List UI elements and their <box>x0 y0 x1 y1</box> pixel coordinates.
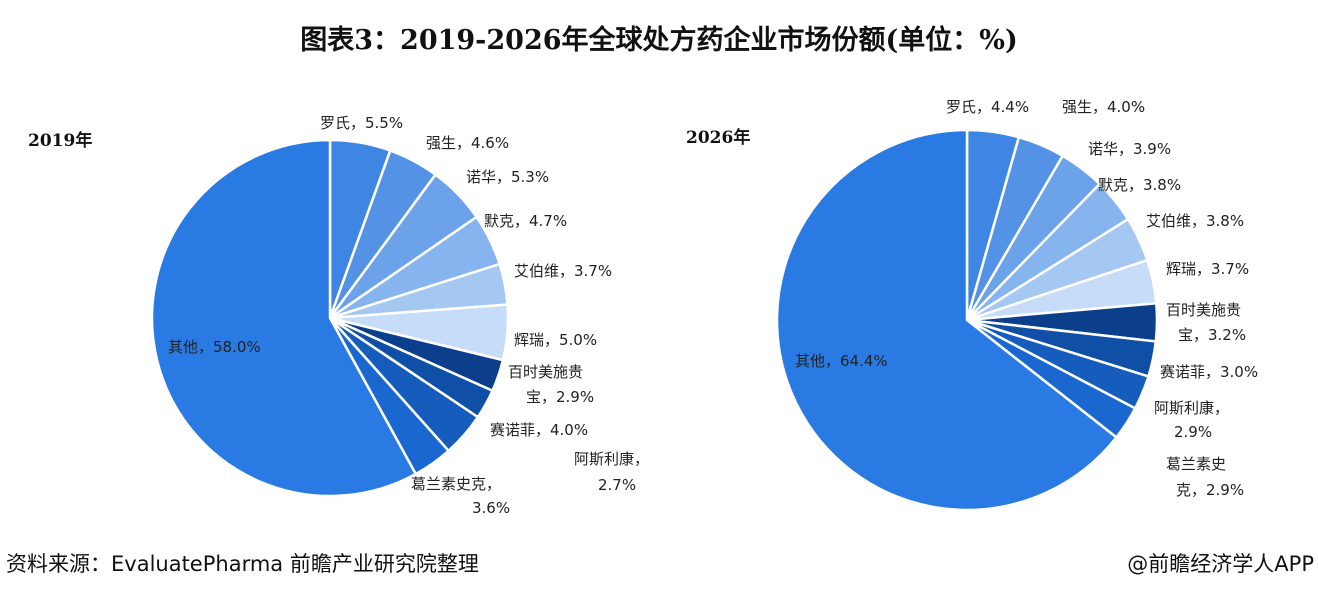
chart-title: 图表3：2019-2026年全球处方药企业市场份额(单位：%) <box>300 25 1018 56</box>
slice-label-赛诺菲: 赛诺菲，3.0% <box>1160 363 1258 381</box>
pie-slice-其他 <box>775 128 1119 512</box>
slice-label-阿斯利康: 2.9% <box>1174 423 1212 441</box>
slice-label-罗氏: 罗氏，5.5% <box>320 114 403 132</box>
source-note: 资料来源：EvaluatePharma 前瞻产业研究院整理 <box>6 552 479 576</box>
slice-label-强生: 强生，4.6% <box>426 134 509 152</box>
slice-label-百时美施贵宝: 百时美施贵 <box>508 363 583 381</box>
slice-label-辉瑞: 辉瑞，3.7% <box>1166 260 1249 278</box>
slice-label-葛兰素史克: 3.6% <box>472 499 510 517</box>
credit-note: @前瞻经济学人APP <box>1127 552 1314 576</box>
slice-label-百时美施贵宝: 百时美施贵 <box>1166 301 1241 319</box>
slice-label-葛兰素史克: 克，2.9% <box>1176 481 1244 499</box>
slice-label-强生: 强生，4.0% <box>1062 98 1145 116</box>
slice-label-其他: 其他，58.0% <box>168 338 261 356</box>
slice-label-阿斯利康: 阿斯利康， <box>574 450 649 468</box>
pie-2019: 罗氏，5.5% 强生，4.6% 诺华，5.3% 默克，4.7% 艾伯维，3.7% 辉瑞，5… <box>28 114 649 517</box>
slice-label-赛诺菲: 赛诺菲，4.0% <box>490 421 588 439</box>
slice-label-艾伯维: 艾伯维，3.8% <box>1146 212 1244 230</box>
slice-label-诺华: 诺华，5.3% <box>466 168 549 186</box>
slice-label-百时美施贵宝: 宝，3.2% <box>1178 326 1246 344</box>
slice-label-葛兰素史克: 葛兰素史克， <box>411 475 501 493</box>
slice-label-艾伯维: 艾伯维，3.7% <box>514 262 612 280</box>
slice-label-百时美施贵宝: 宝，2.9% <box>526 388 594 406</box>
slice-label-阿斯利康: 阿斯利康， <box>1154 399 1229 417</box>
slice-label-默克: 默克，4.7% <box>484 212 567 230</box>
slice-label-葛兰素史克: 葛兰素史 <box>1166 455 1226 473</box>
slice-label-罗氏: 罗氏，4.4% <box>946 98 1029 116</box>
slice-label-辉瑞: 辉瑞，5.0% <box>514 331 597 349</box>
slice-label-其他: 其他，64.4% <box>795 352 888 370</box>
year-label: 2026年 <box>686 127 750 148</box>
slice-label-诺华: 诺华，3.9% <box>1088 140 1171 158</box>
pie-2026: 罗氏，4.4% 强生，4.0% 诺华，3.9% 默克，3.8% 艾伯维，3.8% 辉瑞，3… <box>686 98 1258 512</box>
pie-slice-其他 <box>150 138 418 498</box>
slice-label-默克: 默克，3.8% <box>1098 176 1181 194</box>
slice-label-阿斯利康: 2.7% <box>598 476 636 494</box>
year-label: 2019年 <box>28 130 92 151</box>
